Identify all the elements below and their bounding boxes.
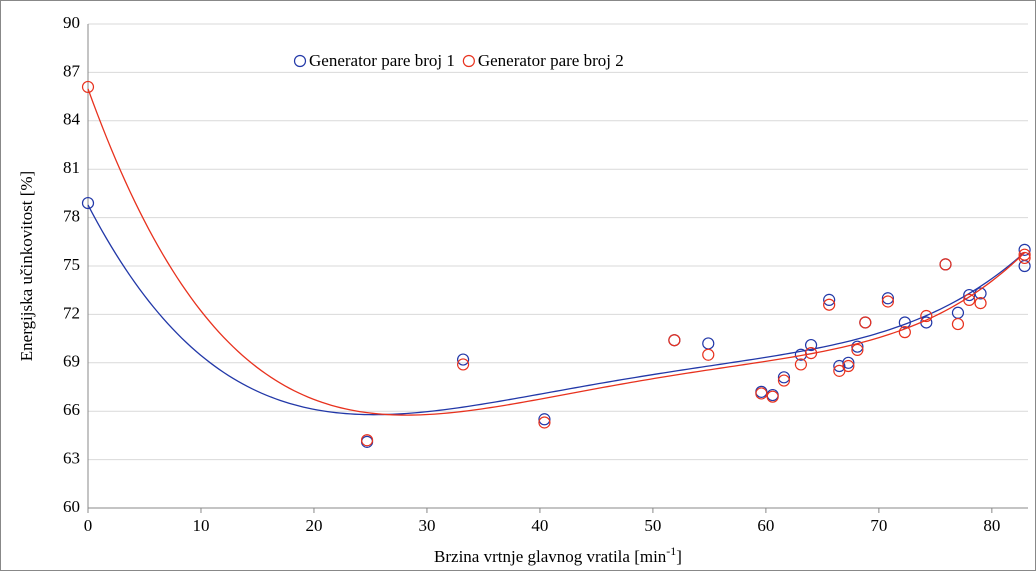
point [81, 80, 95, 94]
x-tick-label: 60 [757, 516, 774, 535]
y-tick-label: 87 [63, 61, 81, 80]
point [881, 292, 895, 305]
point [668, 334, 681, 347]
x-axis-title-end: ] [676, 547, 682, 566]
point [81, 196, 95, 210]
y-tick-label: 84 [63, 110, 81, 129]
point [1018, 248, 1031, 261]
y-tick-label: 60 [63, 497, 80, 516]
point [833, 359, 846, 373]
point [755, 387, 768, 400]
x-axis-title-sup: -1 [666, 544, 676, 558]
point [939, 258, 952, 271]
y-tick-label: 63 [63, 449, 80, 468]
y-tick-label: 66 [63, 400, 80, 419]
y-tick-label: 90 [63, 13, 80, 32]
point [456, 353, 470, 366]
point [702, 348, 715, 361]
point [842, 356, 855, 369]
trendline [87, 204, 1026, 416]
x-tick-label: 40 [531, 516, 548, 535]
point [794, 358, 808, 371]
point [1018, 251, 1031, 265]
y-tick-label: 78 [63, 207, 80, 226]
point [951, 317, 965, 331]
point [766, 390, 779, 403]
x-axis-title-text: Brzina vrtnje glavnog vratila [min [434, 547, 667, 566]
y-axis-title: Energijska učinkovitost [%] [17, 171, 36, 361]
point [456, 358, 470, 371]
point [851, 343, 864, 356]
y-tick-label: 69 [63, 352, 80, 371]
point [823, 293, 836, 306]
x-tick-label: 80 [983, 516, 1000, 535]
point [538, 416, 551, 429]
point [963, 293, 976, 306]
x-axis-title: Brzina vrtnje glavnog vratila [min-1] [434, 544, 682, 566]
point [851, 340, 864, 353]
point [859, 316, 872, 329]
x-tick-label: 50 [644, 516, 661, 535]
point [1018, 243, 1031, 256]
x-tick-label: 20 [305, 516, 322, 535]
legend-label: Generator pare broj 1 [309, 51, 455, 70]
legend-marker [293, 54, 307, 68]
point [360, 434, 374, 447]
point [777, 371, 791, 384]
trendline [87, 88, 1026, 416]
point [898, 316, 911, 329]
legend-label: Generator pare broj 2 [478, 51, 624, 70]
x-tick-label: 70 [870, 516, 887, 535]
x-tick-label: 30 [418, 516, 435, 535]
point [898, 326, 911, 339]
point [538, 413, 551, 426]
point [881, 295, 895, 308]
point [823, 298, 836, 311]
y-tick-label: 72 [63, 303, 80, 322]
legend-marker [462, 54, 475, 68]
point [842, 359, 855, 373]
x-tick-label: 0 [84, 516, 93, 535]
point [804, 338, 818, 352]
point [804, 347, 818, 360]
y-tick-label: 75 [63, 255, 80, 274]
point [777, 374, 791, 387]
y-tick-label: 81 [63, 158, 80, 177]
x-tick-label: 10 [192, 516, 209, 535]
point [974, 297, 987, 310]
point [920, 309, 933, 323]
